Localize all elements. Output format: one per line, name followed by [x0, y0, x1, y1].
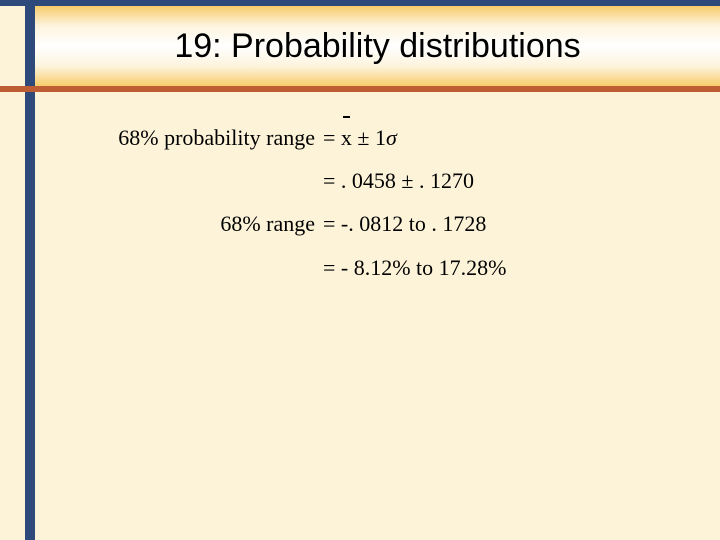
eq1-right: = x ± 1σ: [323, 120, 397, 155]
left-border-bar: [25, 0, 35, 540]
eq4-right: = - 8.12% to 17.28%: [323, 250, 507, 285]
eq3-left: 68% range: [60, 206, 315, 241]
slide-title: 19: Probability distributions: [174, 27, 580, 66]
slide-content: 68% probability range = x ± 1σ = . 0458 …: [60, 120, 680, 293]
eq2-left: [60, 163, 315, 198]
equation-line-3: 68% range = -. 0812 to . 1728: [60, 206, 680, 241]
equation-line-1: 68% probability range = x ± 1σ: [60, 120, 680, 155]
equation-line-4: = - 8.12% to 17.28%: [60, 250, 680, 285]
eq3-right: = -. 0812 to . 1728: [323, 206, 486, 241]
title-underline: [0, 86, 720, 92]
eq4-left: [60, 250, 315, 285]
eq1-left: 68% probability range: [60, 120, 315, 155]
title-banner: 19: Probability distributions: [35, 6, 720, 86]
eq2-right: = . 0458 ± . 1270: [323, 163, 474, 198]
equation-line-2: = . 0458 ± . 1270: [60, 163, 680, 198]
